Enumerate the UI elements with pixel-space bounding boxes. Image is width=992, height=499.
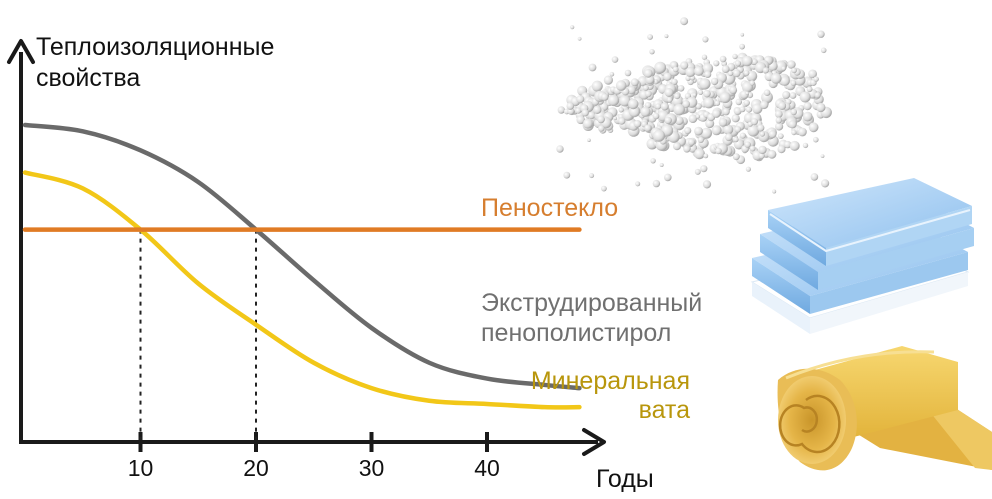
xps-boards-photo — [750, 178, 974, 334]
crossover-guides — [139, 229, 257, 440]
x-tick-label-30: 30 — [359, 455, 385, 481]
x-tick-label-10: 10 — [128, 455, 154, 481]
series-lines — [22, 122, 582, 410]
series-line-2 — [22, 170, 582, 410]
x-tick-label-40: 40 — [474, 455, 500, 481]
series-line-1 — [22, 122, 582, 391]
series-label-1-line-1: Экструдированный — [481, 289, 702, 317]
series-label-1-line-2: пенополистирол — [481, 319, 671, 347]
series-label-2-line-2: вата — [639, 396, 691, 424]
y-axis-label-line-1: Теплоизоляционные — [36, 33, 274, 61]
x-ticks: 10 20 30 40 — [128, 432, 500, 481]
x-axis-arrow — [582, 428, 606, 456]
y-axis-label-line-2: свойства — [36, 64, 140, 92]
mineral-wool-roll-photo — [777, 346, 992, 471]
y-axis-arrow — [7, 39, 35, 64]
x-axis-label: Годы — [596, 465, 654, 493]
series-labels: Пеностекло Экструдированныйпенополистирол… — [481, 194, 702, 424]
polystyrene-beads-photo — [556, 17, 832, 194]
series-label-2-line-1: Минеральная — [531, 367, 690, 395]
chart-axes — [7, 39, 606, 456]
series-label-0-line-1: Пеностекло — [481, 194, 618, 222]
x-tick-label-20: 20 — [243, 455, 269, 481]
